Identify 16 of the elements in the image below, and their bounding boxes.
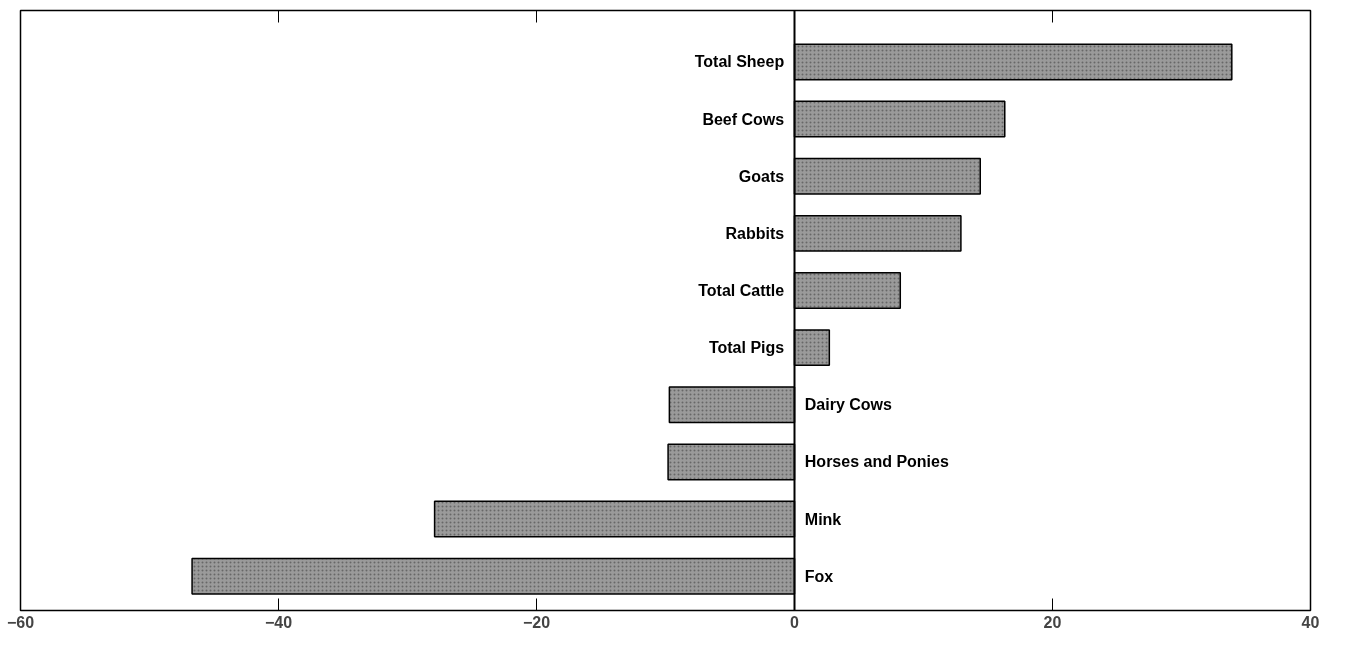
y-tick-label: Total Cattle bbox=[698, 282, 785, 299]
x-tick-label: −60 bbox=[6, 613, 35, 631]
x-tick-label: 40 bbox=[1301, 613, 1320, 631]
y-tick-label: Total Sheep bbox=[694, 53, 785, 71]
x-tick-label: −20 bbox=[522, 613, 551, 631]
x-tick-label: 20 bbox=[1043, 613, 1062, 631]
y-tick-label: Mink bbox=[804, 510, 842, 528]
x-tick-label: 0 bbox=[790, 613, 800, 631]
y-tick-label: Goats bbox=[738, 167, 785, 185]
x-tick-label: −40 bbox=[264, 613, 293, 631]
y-tick-label: Total Pigs bbox=[708, 339, 785, 357]
y-tick-label: Rabbits bbox=[725, 224, 785, 242]
y-tick-label: Fox bbox=[804, 567, 834, 585]
y-tick-label: Beef Cows bbox=[702, 110, 785, 128]
y-tick-label: Dairy Cows bbox=[804, 396, 893, 414]
y-tick-label: Horses and Ponies bbox=[804, 453, 949, 471]
